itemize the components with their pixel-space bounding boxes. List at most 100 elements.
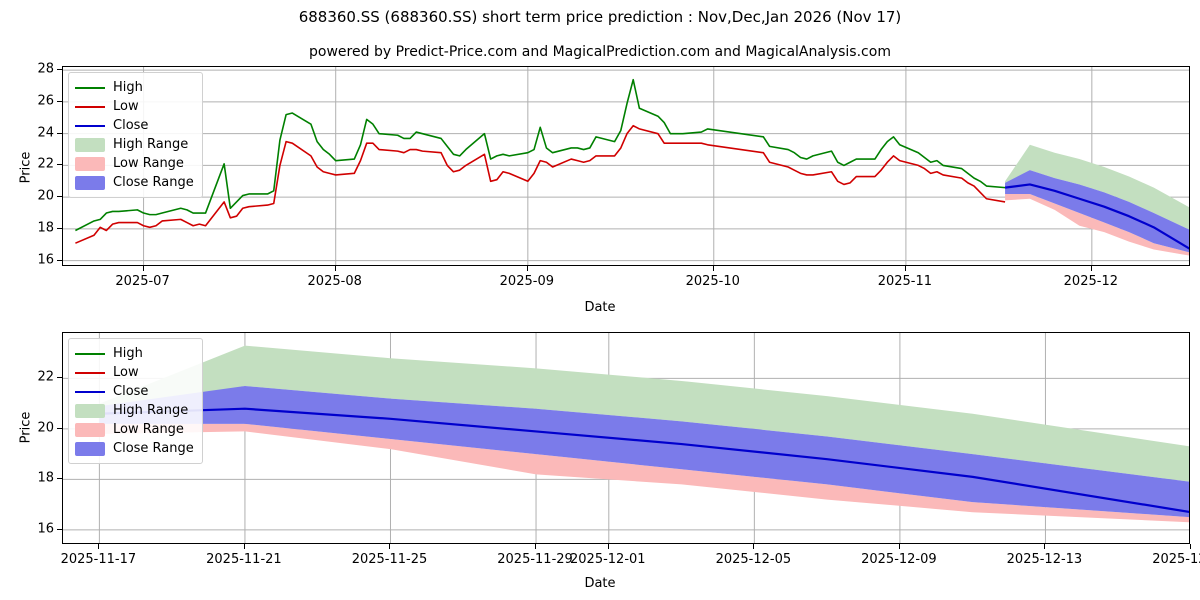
detail-legend-item-close: Close <box>75 382 194 401</box>
overview-legend-item-close-range: Close Range <box>75 173 194 192</box>
detail-chart-panel: Price 16 18 20 22 2025-11-17 2025-11-21 2025-1… <box>0 320 1200 600</box>
overview-legend-swatch-line-icon <box>75 119 105 133</box>
overview-x-tick-mark <box>142 266 144 271</box>
detail-plot-svg <box>63 333 1189 543</box>
detail-x-tick-label: 2025-12-13 <box>1006 552 1083 567</box>
overview-high-line <box>75 78 1006 232</box>
detail-close-line <box>99 407 1189 513</box>
overview-legend-label: Close <box>113 118 149 133</box>
overview-legend-label: Close Range <box>113 175 194 190</box>
detail-x-tick-label: 2025-11-29 <box>497 552 573 567</box>
detail-legend-swatch-line-icon <box>75 366 105 380</box>
overview-x-tick-mark <box>712 266 714 271</box>
overview-legend-swatch-line-icon <box>75 100 105 114</box>
detail-legend-label: High <box>113 346 143 361</box>
overview-legend-label: Low Range <box>113 156 184 171</box>
detail-x-tick-mark <box>1190 544 1191 549</box>
overview-y-tick-mark <box>57 69 62 71</box>
detail-low-range-band <box>99 423 1189 523</box>
overview-plot-svg <box>63 67 1189 265</box>
overview-legend-swatch-patch-icon <box>75 175 105 190</box>
detail-x-tick-mark <box>98 544 100 549</box>
overview-legend: High Low Close High Range Low Range Close Ran… <box>68 72 203 198</box>
detail-legend-label: Close Range <box>113 441 194 456</box>
detail-high-range-band <box>99 345 1189 482</box>
overview-x-tick-label: 2025-07 <box>115 274 170 289</box>
overview-x-tick-label: 2025-11 <box>877 274 933 289</box>
detail-x-tick-label: 2025-11-21 <box>206 552 282 567</box>
detail-x-tick-label: 2025-11-17 <box>60 552 137 567</box>
detail-x-tick-mark <box>243 544 245 549</box>
overview-y-tick-mark <box>57 227 62 229</box>
overview-chart-panel: Price 16 18 20 22 24 26 28 2025-07 2025-08 2025-0… <box>19 62 1190 315</box>
overview-legend-label: Low <box>113 99 139 114</box>
overview-y-tick-mark <box>57 132 62 134</box>
detail-legend-swatch-patch-icon <box>75 422 105 437</box>
overview-x-tick-mark <box>334 266 336 271</box>
detail-x-tick-mark <box>535 544 537 549</box>
overview-legend-item-high-range: High Range <box>75 135 194 154</box>
detail-legend-swatch-line-icon <box>75 347 105 361</box>
detail-legend-label: Low <box>113 365 139 380</box>
overview-x-tick-label: 2025-10 <box>685 274 740 289</box>
detail-legend-label: Close <box>113 384 149 399</box>
overview-legend-swatch-line-icon <box>75 81 105 95</box>
detail-y-tick-label: 16 <box>37 521 54 537</box>
overview-low-range-band <box>1005 193 1189 256</box>
detail-legend-label: High Range <box>113 403 189 418</box>
detail-y-tick-label: 18 <box>37 470 54 486</box>
overview-y-tick-mark <box>57 196 62 198</box>
detail-legend-swatch-line-icon <box>75 385 105 399</box>
detail-legend-swatch-patch-icon <box>75 403 105 418</box>
overview-y-tick-mark <box>57 259 62 261</box>
overview-x-axis-label: Date <box>584 300 616 315</box>
overview-x-tick-label: 2025-12 <box>1063 274 1118 289</box>
detail-x-tick-mark <box>898 544 900 549</box>
detail-legend-item-high-range: High Range <box>75 401 194 420</box>
detail-y-tick-mark <box>57 377 62 379</box>
detail-legend-item-high: High <box>75 344 194 363</box>
detail-y-tick-label: 22 <box>37 369 54 385</box>
detail-legend-item-low-range: Low Range <box>75 420 194 439</box>
detail-y-tick-label: 20 <box>37 420 54 436</box>
overview-x-tick-mark <box>526 266 528 271</box>
detail-x-tick-mark <box>1044 544 1046 549</box>
overview-high-range-band <box>1005 144 1189 230</box>
overview-y-tick-label: 24 <box>37 125 54 141</box>
overview-y-tick-label: 18 <box>37 220 54 236</box>
overview-legend-item-low: Low <box>75 97 194 116</box>
detail-x-tick-mark <box>753 544 755 549</box>
detail-y-tick-mark <box>57 427 62 429</box>
overview-gridlines <box>63 67 1189 265</box>
overview-x-tick-label: 2025-09 <box>499 274 554 289</box>
overview-y-tick-mark <box>57 100 62 102</box>
overview-y-tick-label: 22 <box>37 156 54 172</box>
overview-close-line <box>1004 183 1189 250</box>
detail-plot-area <box>62 332 1190 544</box>
detail-y-tick-mark <box>57 478 62 480</box>
overview-legend-item-high: High <box>75 78 194 97</box>
detail-legend-swatch-patch-icon <box>75 441 105 456</box>
detail-y-tick-mark <box>57 528 62 530</box>
page-title: 688360.SS (688360.SS) short term price p… <box>298 8 902 26</box>
detail-x-tick-label: 2025-12-17 <box>1152 552 1200 567</box>
overview-legend-label: High <box>113 80 143 95</box>
detail-legend: High Low Close High Range Low Range Close Ran… <box>68 338 203 464</box>
overview-y-tick-mark <box>57 164 62 166</box>
overview-low-line <box>75 124 1006 244</box>
detail-legend-label: Low Range <box>113 422 184 437</box>
overview-legend-swatch-patch-icon <box>75 156 105 171</box>
overview-legend-item-close: Close <box>75 116 194 135</box>
detail-close-range-band <box>99 386 1189 518</box>
detail-x-tick-label: 2025-12-09 <box>861 552 937 567</box>
detail-x-tick-label: 2025-12-05 <box>715 552 792 567</box>
overview-x-tick-mark <box>904 266 906 271</box>
overview-legend-swatch-patch-icon <box>75 137 105 152</box>
overview-y-tick-label: 20 <box>37 188 54 204</box>
detail-legend-item-low: Low <box>75 363 194 382</box>
detail-x-axis-label: Date <box>584 576 616 591</box>
detail-x-tick-mark <box>607 544 609 549</box>
overview-y-tick-label: 16 <box>37 252 54 268</box>
detail-x-tick-label: 2025-11-25 <box>351 552 428 567</box>
detail-legend-item-close-range: Close Range <box>75 439 194 458</box>
